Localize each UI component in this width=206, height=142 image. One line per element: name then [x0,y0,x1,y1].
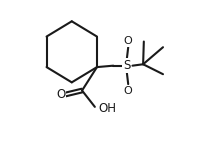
Text: O: O [124,36,133,46]
Text: S: S [123,59,130,72]
Text: O: O [124,85,133,96]
Text: OH: OH [98,102,116,115]
Text: O: O [56,88,65,101]
